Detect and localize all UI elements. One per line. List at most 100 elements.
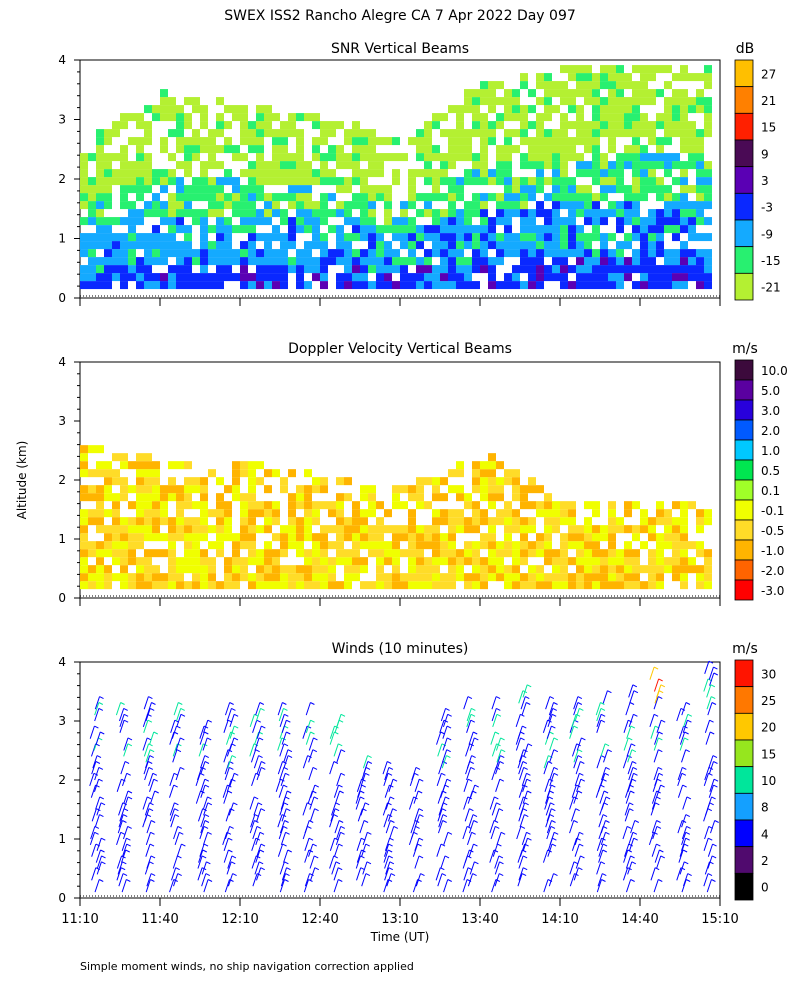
wind-barb [228, 802, 234, 816]
wind-barb [682, 720, 688, 733]
heatmap-cell [568, 249, 576, 258]
heatmap-cell [176, 145, 184, 154]
heatmap-cell [176, 257, 184, 266]
heatmap-cell [640, 177, 648, 186]
heatmap-cell [136, 121, 144, 130]
heatmap-cell [128, 525, 136, 534]
heatmap-cell [152, 281, 160, 290]
wind-barb-flag [605, 831, 610, 835]
wind-barb [304, 838, 310, 851]
heatmap-cell [272, 265, 280, 274]
colorbar-swatch [734, 399, 754, 421]
heatmap-cell [368, 233, 376, 242]
wind-profile [542, 696, 559, 893]
heatmap-cell [496, 241, 504, 250]
heatmap-cell [672, 517, 680, 526]
heatmap-cell [440, 517, 448, 526]
wind-barb [89, 773, 95, 787]
heatmap-cell [240, 265, 248, 274]
heatmap-cell [208, 137, 216, 146]
heatmap-cell [120, 241, 128, 250]
wind-barb [252, 720, 258, 733]
heatmap-cell [96, 161, 104, 170]
wind-barb-flag [122, 820, 127, 823]
heatmap-cell [272, 565, 280, 574]
heatmap-cell [224, 233, 232, 242]
heatmap-cell [80, 153, 88, 162]
heatmap-cell [376, 273, 384, 282]
wind-barb [335, 832, 342, 846]
heatmap-cell [360, 525, 368, 534]
heatmap-cell [312, 113, 320, 122]
wind-barb [519, 814, 525, 828]
heatmap-cell [128, 249, 136, 258]
heatmap-cell [96, 565, 104, 574]
heatmap-cell [488, 565, 496, 574]
wind-barb-flag [653, 713, 659, 717]
heatmap-cell [120, 581, 128, 590]
heatmap-cell [632, 201, 640, 210]
heatmap-cell [240, 565, 248, 574]
wind-barb-flag [338, 843, 343, 847]
wind-barb-flag [364, 802, 370, 806]
heatmap-cell [624, 565, 632, 574]
heatmap-cell [448, 509, 456, 518]
wind-barb [171, 725, 177, 739]
heatmap-cell [144, 161, 152, 170]
heatmap-cell [200, 581, 208, 590]
heatmap-cell [576, 233, 584, 242]
heatmap-cell [160, 509, 168, 518]
heatmap-cell [272, 501, 280, 510]
wind-barb-flag [286, 790, 292, 794]
wind-barb [467, 873, 474, 887]
heatmap-cell [696, 209, 704, 218]
wind-barb [440, 708, 447, 722]
heatmap-cell [392, 217, 400, 226]
heatmap-cell [280, 129, 288, 138]
wind-barb-flag [286, 731, 291, 735]
wind-barb [94, 879, 100, 893]
heatmap-cell [128, 137, 136, 146]
colorbar-label: -9 [761, 227, 773, 241]
heatmap-cell [360, 517, 368, 526]
heatmap-cell [568, 525, 576, 534]
wind-barb [707, 843, 714, 857]
wind-barb [199, 843, 205, 857]
heatmap-cell [480, 113, 488, 122]
heatmap-cell [632, 177, 640, 186]
heatmap-cell [280, 533, 288, 542]
heatmap-cell [184, 233, 192, 242]
colorbar-label: 27 [761, 67, 776, 81]
heatmap-cell [504, 105, 512, 114]
heatmap-cell [456, 225, 464, 234]
heatmap-cell [232, 485, 240, 494]
colorbar-label: 9 [761, 147, 769, 161]
heatmap-cell [200, 145, 208, 154]
wind-barb [470, 784, 476, 798]
wind-barb-flag [527, 837, 532, 841]
wind-barb [491, 802, 497, 816]
heatmap-cell [472, 177, 480, 186]
heatmap-cell [552, 89, 560, 98]
heatmap-cell [464, 225, 472, 234]
heatmap-cell [424, 121, 432, 130]
heatmap-cell [368, 485, 376, 494]
wind-barb [573, 867, 579, 881]
heatmap-cell [592, 121, 600, 130]
wind-barb [122, 843, 128, 857]
heatmap-cell [152, 193, 160, 202]
heatmap-cell [408, 249, 416, 258]
wind-barb-flag [631, 743, 636, 747]
wind-barb [280, 832, 287, 846]
heatmap-cell [440, 281, 448, 290]
wind-barb [656, 684, 662, 698]
heatmap-cell [352, 145, 360, 154]
heatmap-cell [456, 257, 464, 266]
heatmap-cell [200, 573, 208, 582]
heatmap-cell [464, 549, 472, 558]
wind-barb [598, 849, 604, 863]
heatmap-cell [680, 501, 688, 510]
heatmap-cell [296, 533, 304, 542]
heatmap-cell [264, 241, 272, 250]
wind-barb-flag [447, 831, 453, 835]
